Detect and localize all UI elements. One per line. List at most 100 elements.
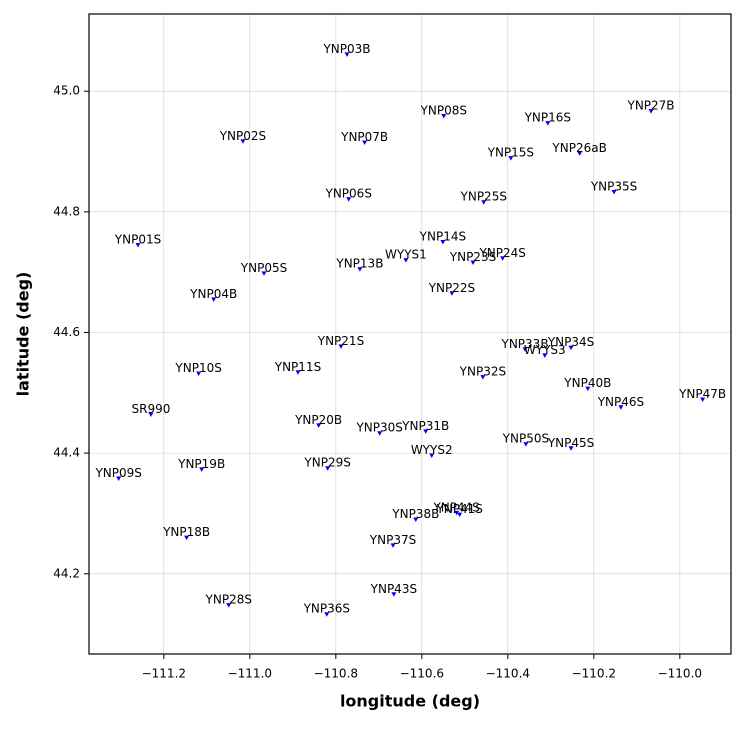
station-marker: [568, 345, 574, 351]
x-tick-label: −110.4: [486, 667, 530, 681]
y-tick-label: 44.8: [53, 204, 80, 218]
station-marker: [403, 258, 409, 263]
x-tick-label: −110.8: [314, 667, 358, 681]
station-marker: [577, 151, 583, 156]
station-label: SR990: [131, 402, 170, 416]
station-label: YNP25S: [460, 190, 507, 204]
station-marker: [148, 412, 154, 418]
station-marker: [325, 466, 331, 471]
station-label: YNP26aB: [551, 141, 606, 155]
station-marker: [391, 592, 397, 597]
x-tick-label: −110.6: [400, 667, 444, 681]
station-marker: [700, 397, 706, 402]
station-marker: [542, 353, 548, 358]
x-tick-label: −110.2: [572, 667, 616, 681]
x-axis-label: longitude (deg): [340, 692, 480, 711]
station-marker: [357, 267, 363, 272]
station-label: YNP28S: [205, 593, 252, 607]
station-marker: [316, 423, 322, 428]
station-label: YNP06S: [325, 187, 372, 201]
station-marker: [454, 510, 460, 516]
station-label: YNP29S: [303, 456, 350, 470]
station-marker: [585, 386, 591, 392]
station-label: YNP19B: [177, 457, 225, 471]
y-tick-label: 44.4: [53, 446, 80, 460]
station-label: YNP46S: [597, 395, 644, 409]
station-marker: [441, 113, 447, 119]
station-marker: [344, 52, 350, 57]
station-label: YNP13B: [335, 257, 383, 271]
station-label: YNP50S: [502, 432, 549, 446]
station-marker: [481, 200, 487, 205]
station-label: YNP02S: [219, 129, 266, 143]
station-label: YNP33B: [501, 337, 549, 351]
station-marker: [211, 297, 217, 302]
station-marker: [523, 442, 529, 447]
station-label: YNP09S: [94, 466, 141, 480]
station-marker: [545, 121, 551, 126]
station-marker: [480, 375, 486, 380]
station-label: YNP03B: [322, 42, 370, 56]
station-label: YNP36S: [303, 602, 350, 616]
station-label: YNP45S: [547, 436, 594, 450]
y-tick-label: 45.0: [53, 84, 80, 98]
station-marker: [470, 260, 476, 266]
station-label: YNP15S: [487, 146, 534, 160]
station-label: YNP20B: [294, 413, 342, 427]
station-marker: [449, 291, 455, 296]
station-marker: [196, 371, 202, 377]
station-label: YNP16S: [524, 111, 571, 125]
station-marker: [324, 612, 330, 617]
station-label: YNP31B: [401, 419, 449, 433]
station-label: YNP30S: [355, 421, 402, 435]
station-marker: [226, 603, 232, 608]
station-label: YNP08S: [420, 103, 467, 117]
x-tick-label: −111.0: [228, 667, 272, 681]
station-label: WYYS1: [385, 248, 427, 262]
station-label: YNP21S: [317, 334, 364, 348]
station-label: WYYS2: [411, 443, 453, 457]
station-marker: [390, 543, 396, 548]
station-label: YNP43S: [370, 582, 417, 596]
station-label: YNP07B: [340, 130, 388, 144]
station-marker: [261, 271, 267, 276]
station-marker: [184, 535, 190, 541]
station-marker: [240, 139, 246, 144]
station-label: YNP34S: [547, 335, 594, 349]
y-tick-label: 44.2: [53, 566, 80, 580]
station-marker: [346, 197, 352, 202]
station-label: WYYS3: [524, 343, 566, 357]
station-marker: [295, 370, 301, 375]
station-label: YNP37S: [369, 533, 416, 547]
station-marker: [338, 344, 344, 349]
station-marker: [413, 517, 419, 522]
station-label: YNP47B: [678, 387, 726, 401]
station-label: YNP14S: [419, 230, 466, 244]
station-label: YNP24S: [478, 246, 525, 260]
station-label: YNP23S: [449, 250, 496, 264]
station-marker: [440, 240, 446, 245]
station-marker: [611, 189, 617, 195]
station-label: YNP40B: [563, 376, 611, 390]
y-axis-label: latitude (deg): [14, 272, 33, 397]
station-label: YNP38B: [391, 507, 439, 521]
station-marker: [500, 256, 506, 261]
station-marker: [199, 467, 205, 472]
y-tick-label: 44.6: [53, 325, 80, 339]
station-label: YNP22S: [428, 281, 475, 295]
station-label: YNP41S: [435, 502, 482, 516]
plot-frame: [88, 13, 732, 655]
station-marker: [116, 476, 122, 481]
station-marker: [648, 109, 654, 114]
station-label: YNP01S: [114, 233, 161, 247]
station-label: YNP32S: [459, 365, 506, 379]
station-label: YNP11S: [274, 360, 321, 374]
station-marker: [457, 512, 463, 518]
station-label: YNP05S: [240, 261, 287, 275]
station-marker: [135, 243, 141, 248]
station-marker: [508, 156, 514, 161]
station-label: YNP18B: [162, 525, 210, 539]
station-marker: [429, 453, 435, 459]
station-marker: [423, 429, 429, 434]
